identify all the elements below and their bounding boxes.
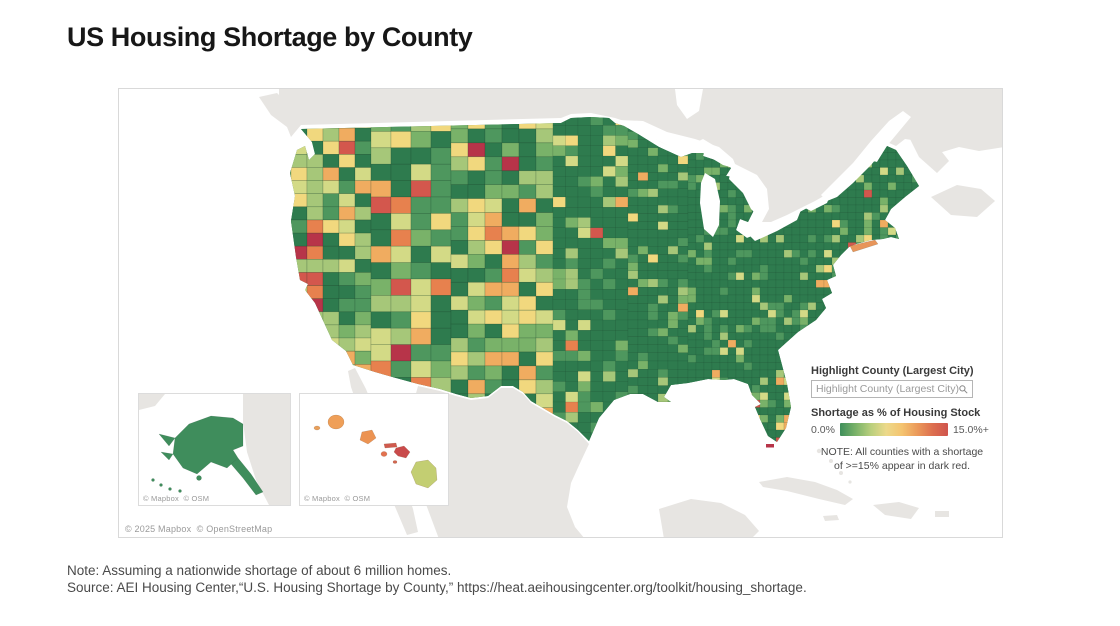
hawaii-inset: © Mapbox © OSM [299, 393, 449, 506]
alaska-inset-attribution: © Mapbox © OSM [143, 494, 210, 503]
legend-note: NOTE: All counties with a shortage of >=… [811, 446, 993, 473]
great-lakes [619, 89, 911, 241]
footnote-note: Note: Assuming a nationwide shortage of … [67, 563, 452, 578]
hawaii-inset-attribution: © Mapbox © OSM [304, 494, 371, 503]
long-island [849, 239, 879, 253]
highlight-county-label: Highlight County (Largest City) [811, 365, 974, 377]
footnote-source: Source: AEI Housing Center,“U.S. Housing… [67, 580, 807, 595]
legend-note-line2: of >=15% appear in dark red. [833, 459, 970, 472]
footnotes: Note: Assuming a nationwide shortage of … [67, 562, 807, 596]
map-panel[interactable]: © Mapbox © OSM © Mapbox © OSM Highlight … [118, 88, 1003, 538]
legend-note-line1: NOTE: All counties with a shortage [820, 446, 984, 458]
search-icon [959, 384, 968, 394]
alaska-inset: © Mapbox © OSM [138, 393, 291, 506]
map-legend: Highlight County (Largest City) Shortage… [811, 365, 997, 473]
color-scale-row: 0.0% 15.0%+ [811, 423, 997, 436]
scale-max-label: 15.0%+ [952, 423, 989, 436]
color-scale [839, 423, 948, 436]
scale-min-label: 0.0% [811, 423, 835, 436]
florida-keys [766, 444, 774, 448]
color-scale-label: Shortage as % of Housing Stock [811, 407, 981, 419]
county-search-box[interactable] [811, 380, 973, 398]
county-search-input[interactable] [816, 383, 959, 395]
us-choropleth-map[interactable] [119, 89, 1003, 538]
map-attribution: © 2025 Mapbox © OpenStreetMap [125, 524, 273, 534]
page-title: US Housing Shortage by County [67, 22, 473, 52]
